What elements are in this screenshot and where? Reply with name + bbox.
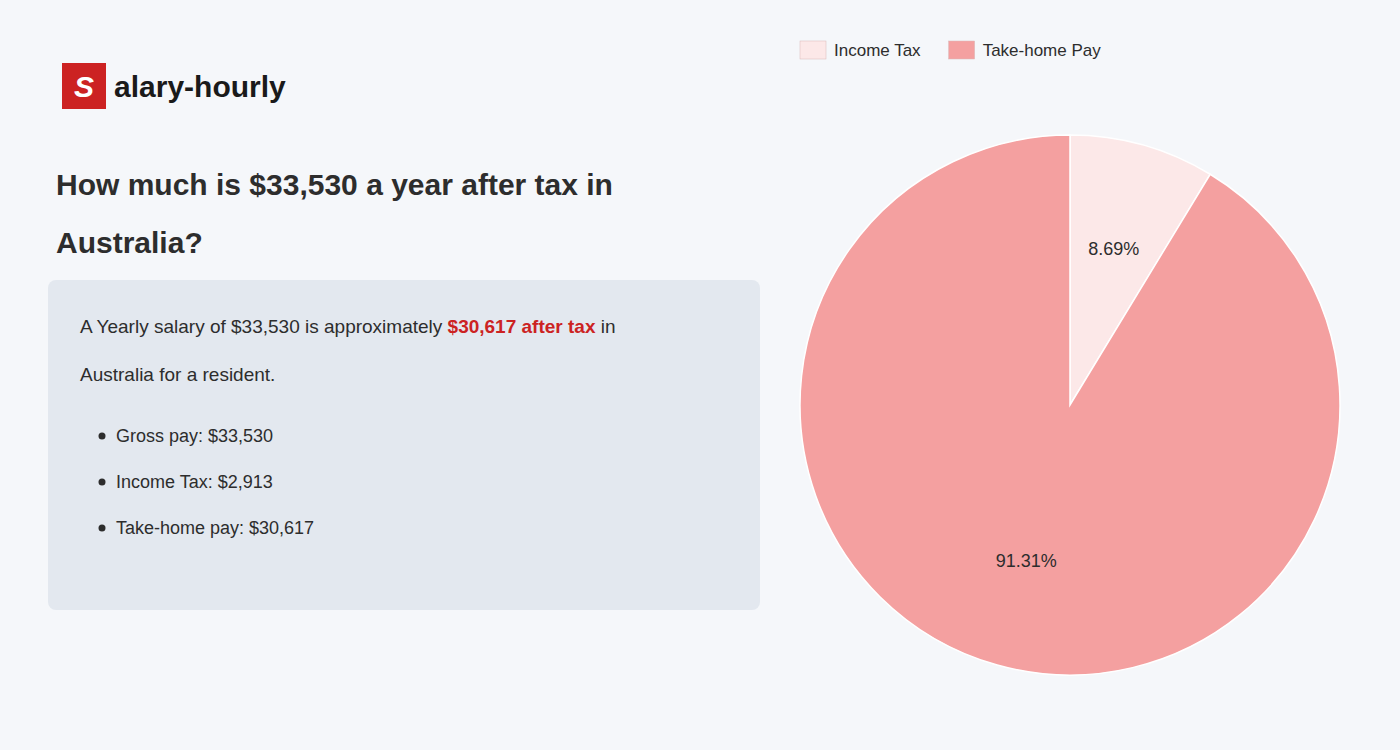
legend: Income Tax Take-home Pay bbox=[800, 41, 1101, 60]
logo-letter: S bbox=[74, 70, 94, 103]
logo-brand: alary-hourly bbox=[114, 70, 286, 103]
summary-text: in bbox=[595, 316, 615, 337]
title: Australia? bbox=[56, 226, 203, 259]
data-label: 91.31% bbox=[996, 551, 1057, 571]
pie bbox=[800, 135, 1340, 675]
legend-swatch bbox=[800, 41, 826, 59]
legend-label: Take-home Pay bbox=[983, 41, 1102, 60]
bullet-dot bbox=[99, 433, 106, 440]
summary-line: A Yearly salary of $33,530 is approximat… bbox=[80, 316, 616, 337]
summary-text: A Yearly salary of $33,530 is approximat… bbox=[80, 316, 448, 337]
summary-box: A Yearly salary of $33,530 is approximat… bbox=[48, 280, 760, 610]
bullet-text: Take-home pay: $30,617 bbox=[116, 518, 314, 538]
legend-item: Take-home Pay bbox=[949, 41, 1102, 60]
logo: Salary-hourly bbox=[62, 63, 286, 109]
pie-slice bbox=[800, 135, 1340, 675]
bullet-text: Income Tax: $2,913 bbox=[116, 472, 273, 492]
summary-highlight: $30,617 after tax bbox=[448, 316, 596, 337]
data-label: 8.69% bbox=[1088, 239, 1139, 259]
summary-text: Australia for a resident. bbox=[80, 364, 275, 385]
bullet-dot bbox=[99, 525, 106, 532]
bullet-dot bbox=[99, 479, 106, 486]
logo-square bbox=[62, 63, 106, 109]
bullet-text: Gross pay: $33,530 bbox=[116, 426, 273, 446]
legend-item: Income Tax bbox=[800, 41, 921, 60]
summary-line: Australia for a resident. bbox=[80, 364, 275, 385]
legend-swatch bbox=[949, 41, 975, 59]
summary-background bbox=[48, 280, 760, 610]
data-labels: 8.69% 91.31% bbox=[996, 239, 1139, 571]
title: How much is $33,530 a year after tax in bbox=[56, 168, 613, 201]
legend-label: Income Tax bbox=[834, 41, 921, 60]
page: Salary-hourly How much is $33,530 a year … bbox=[0, 0, 1400, 750]
